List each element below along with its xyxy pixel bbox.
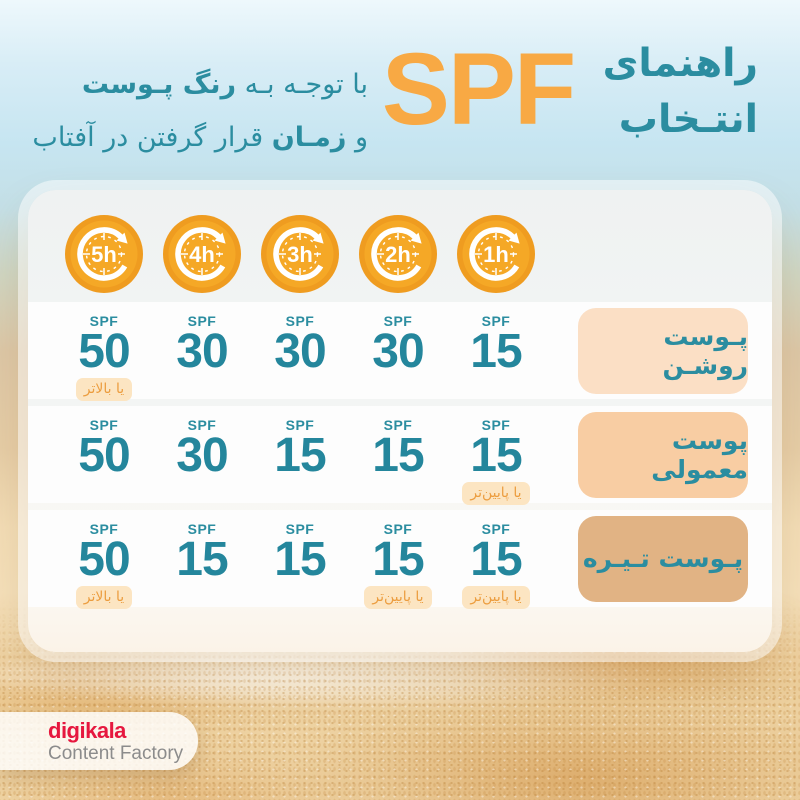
- spf-value: 15: [470, 429, 522, 482]
- spf-value: 15: [176, 533, 228, 586]
- clock-4h-icon: 4h: [163, 215, 241, 293]
- spf-label: SPF: [383, 521, 413, 537]
- spf-value: 50: [78, 325, 130, 378]
- spf-note-badge: یا پایین‌تر: [462, 586, 530, 609]
- spf-value: 15: [470, 533, 522, 586]
- spf-label: SPF: [481, 313, 511, 329]
- subtitle-line1: با توجـه بـه رنگ پـوست: [81, 69, 368, 100]
- clock-5h-icon: 5h: [65, 215, 143, 293]
- spf-value: 30: [372, 325, 424, 378]
- spf-label: SPF: [481, 521, 511, 537]
- table-row-normal-skin: SPF 50 SPF 30 SPF 15 SPF 15: [28, 406, 772, 505]
- skin-tone-badge-normal: پوست معمولی: [578, 411, 748, 498]
- spf-cell: SPF 15: [153, 510, 251, 607]
- duration-icons-row: 5h 4h 3h: [64, 214, 536, 294]
- table-row-light-skin: SPF 50 یا بالاتر SPF 30 SPF 30 SPF 30: [28, 302, 772, 401]
- spf-note-badge: یا پایین‌تر: [364, 586, 432, 609]
- spf-label: SPF: [285, 417, 315, 433]
- spf-value: 30: [176, 325, 228, 378]
- clock-1h-icon: 1h: [457, 215, 535, 293]
- spf-label: SPF: [89, 521, 119, 537]
- clock-3h-icon: 3h: [261, 215, 339, 293]
- spf-value: 15: [372, 429, 424, 482]
- spf-note-badge: یا بالاتر: [75, 586, 133, 609]
- digikala-logo: digikala: [48, 718, 126, 743]
- spf-label: SPF: [187, 417, 217, 433]
- spf-label: SPF: [187, 521, 217, 537]
- svg-text:1h: 1h: [483, 242, 509, 267]
- spf-cell: SPF 30: [153, 406, 251, 503]
- spf-cell: SPF 15: [349, 406, 447, 503]
- spf-label: SPF: [89, 417, 119, 433]
- clock-2h-icon: 2h: [359, 215, 437, 293]
- spf-cell: SPF 30: [153, 302, 251, 399]
- spf-value: 50: [78, 429, 130, 482]
- spf-value: 30: [274, 325, 326, 378]
- spf-value: 30: [176, 429, 228, 482]
- spf-heading: SPF: [381, 32, 576, 146]
- spf-cell: SPF 15: [251, 406, 349, 503]
- spf-value: 15: [274, 533, 326, 586]
- subtitle-line2: و زمـان قرار گرفتن در آفتاب: [32, 122, 368, 153]
- svg-text:2h: 2h: [385, 242, 411, 267]
- page-subtitle: با توجـه بـه رنگ پـوست و زمـان قرار گرفت…: [32, 58, 368, 164]
- spf-label: SPF: [481, 417, 511, 433]
- skin-tone-badge-dark: پـوست تـیـره: [578, 515, 748, 602]
- spf-note-badge: یا بالاتر: [75, 378, 133, 401]
- page-title-line1: راهنمای: [602, 41, 758, 86]
- spf-cell: SPF 15: [251, 510, 349, 607]
- spf-label: SPF: [187, 313, 217, 329]
- content-factory-label: Content Factory: [48, 743, 184, 764]
- spf-note-badge: یا پایین‌تر: [462, 482, 530, 505]
- spf-label: SPF: [89, 313, 119, 329]
- spf-value: 15: [274, 429, 326, 482]
- page-title-line2: انتـخاب: [618, 97, 758, 142]
- spf-cell: SPF 15 یا پایین‌تر: [349, 510, 447, 609]
- spf-value: 15: [470, 325, 522, 378]
- brand-pill: digikala Content Factory: [0, 712, 198, 770]
- spf-label: SPF: [285, 521, 315, 537]
- spf-label: SPF: [383, 417, 413, 433]
- spf-cell: SPF 15 یا پایین‌تر: [447, 510, 545, 609]
- spf-cell: SPF 50 یا بالاتر: [55, 510, 153, 609]
- table-row-dark-skin: SPF 50 یا بالاتر SPF 15 SPF 15 SPF 15: [28, 510, 772, 609]
- svg-text:4h: 4h: [189, 242, 215, 267]
- spf-cell: SPF 15 یا پایین‌تر: [447, 406, 545, 505]
- spf-label: SPF: [383, 313, 413, 329]
- spf-table-rows: SPF 50 یا بالاتر SPF 30 SPF 30 SPF 30: [28, 302, 772, 614]
- spf-value: 15: [372, 533, 424, 586]
- svg-text:5h: 5h: [91, 242, 117, 267]
- spf-cell: SPF 15: [447, 302, 545, 399]
- page-title: راهنمای انتـخاب: [603, 36, 758, 148]
- spf-cell: SPF 30: [251, 302, 349, 399]
- spf-cell: SPF 30: [349, 302, 447, 399]
- spf-table-card: 5h 4h 3h: [28, 190, 772, 652]
- spf-cell: SPF 50 یا بالاتر: [55, 302, 153, 401]
- svg-text:3h: 3h: [287, 242, 313, 267]
- spf-label: SPF: [285, 313, 315, 329]
- skin-tone-badge-light: پـوست روشـن: [578, 307, 748, 394]
- spf-cell: SPF 50: [55, 406, 153, 503]
- spf-value: 50: [78, 533, 130, 586]
